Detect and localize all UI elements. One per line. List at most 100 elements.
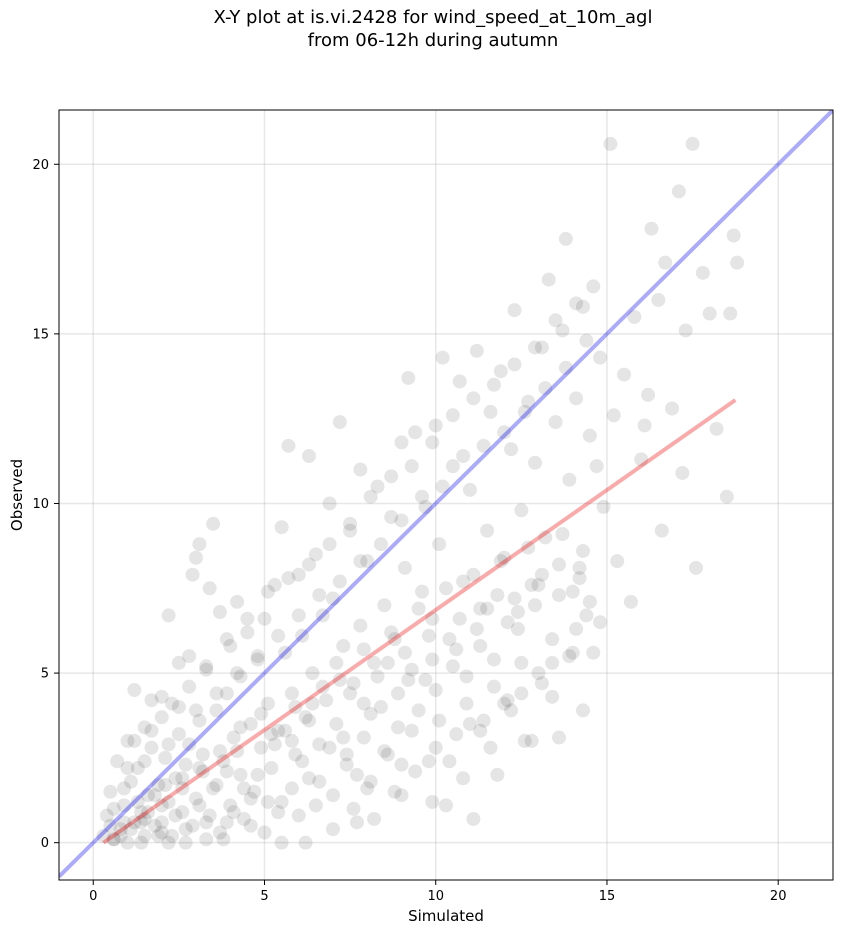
scatter-point — [401, 672, 416, 687]
scatter-point — [154, 710, 169, 725]
scatter-point — [723, 306, 738, 321]
scatter-point — [302, 448, 317, 463]
plot-area-frame — [58, 109, 834, 881]
scatter-point — [552, 588, 567, 603]
scatter-point — [117, 798, 132, 813]
scatter-point — [127, 683, 142, 698]
scatter-point — [158, 778, 173, 793]
scatter-point — [329, 716, 344, 731]
scatter-point — [123, 774, 138, 789]
scatter-point — [394, 513, 409, 528]
scatter-point — [212, 605, 227, 620]
scatter-point — [552, 557, 567, 572]
scatter-point — [360, 781, 375, 796]
scatter-point — [171, 700, 186, 715]
scatter-point — [456, 448, 471, 463]
scatter-point — [199, 815, 214, 830]
scatter-point — [658, 255, 673, 270]
scatter-point — [147, 788, 162, 803]
x-tick-label: 10 — [427, 889, 444, 904]
scatter-point — [517, 733, 532, 748]
scatter-point — [99, 808, 114, 823]
x-tick-label: 5 — [260, 889, 268, 904]
scatter-point — [161, 737, 176, 752]
scatter-point — [500, 693, 515, 708]
scatter-point — [483, 740, 498, 755]
scatter-point — [665, 401, 680, 416]
scatter-point — [363, 489, 378, 504]
scatter-point — [685, 136, 700, 151]
scatter-point — [267, 737, 282, 752]
scatter-point — [182, 737, 197, 752]
scatter-point — [421, 754, 436, 769]
scatter-point — [490, 588, 505, 603]
scatter-point — [473, 723, 488, 738]
scatter-point — [500, 615, 515, 630]
scatter-point — [240, 625, 255, 640]
scatter-point — [538, 530, 553, 545]
scatter-point — [243, 716, 258, 731]
scatter-point — [103, 818, 118, 833]
scatter-point — [709, 421, 724, 436]
scatter-point — [726, 228, 741, 243]
regression-line — [102, 398, 737, 845]
scatter-point — [480, 601, 495, 616]
scatter-point — [185, 567, 200, 582]
scatter-point — [480, 523, 495, 538]
scatter-point — [391, 686, 406, 701]
scatter-point — [346, 801, 361, 816]
scatter-point — [134, 815, 149, 830]
scatter-point — [106, 801, 121, 816]
scatter-point — [408, 425, 423, 440]
scatter-point — [497, 550, 512, 565]
scatter-point — [689, 560, 704, 575]
y-axis-label: Observed — [8, 459, 26, 531]
scatter-point — [363, 774, 378, 789]
scatter-point — [373, 700, 388, 715]
scatter-point — [308, 798, 323, 813]
scatter-point — [260, 696, 275, 711]
scatter-point — [144, 693, 159, 708]
scatter-point — [510, 621, 525, 636]
scatter-point — [534, 676, 549, 691]
scatter-point — [449, 642, 464, 657]
y-tick-label: 15 — [32, 327, 49, 342]
scatter-point — [168, 808, 183, 823]
scatter-point — [617, 367, 632, 382]
scatter-point — [545, 655, 560, 670]
scatter-point — [302, 557, 317, 572]
scatter-point — [343, 686, 358, 701]
scatter-point — [569, 296, 584, 311]
scatter-point — [117, 781, 132, 796]
scatter-point — [291, 608, 306, 623]
chart-title-line-1: X-Y plot at is.vi.2428 for wind_speed_at… — [213, 7, 653, 28]
scatter-point — [442, 632, 457, 647]
scatter-point — [565, 645, 580, 660]
scatter-point — [394, 435, 409, 450]
scatter-point — [339, 757, 354, 772]
scatter-point — [387, 784, 402, 799]
scatter-point — [281, 571, 296, 586]
scatter-point — [603, 136, 618, 151]
scatter-point — [226, 805, 241, 820]
scatter-point — [223, 798, 238, 813]
scatter-point — [284, 686, 299, 701]
scatter-point — [236, 781, 251, 796]
scatter-point — [380, 655, 395, 670]
scatter-point — [178, 835, 193, 850]
scatter-point — [593, 615, 608, 630]
scatter-point — [466, 811, 481, 826]
scatter-point — [562, 649, 577, 664]
scatter-point — [497, 425, 512, 440]
scatter-point — [120, 733, 135, 748]
scatter-point — [377, 744, 392, 759]
scatter-point — [127, 733, 142, 748]
scatter-point — [188, 703, 203, 718]
scatter-point — [243, 791, 258, 806]
scatter-point — [284, 781, 299, 796]
y-tick-label: 5 — [41, 667, 49, 682]
scatter-point — [202, 808, 217, 823]
scatter-point — [106, 832, 121, 847]
scatter-point — [349, 815, 364, 830]
scatter-point — [439, 581, 453, 596]
